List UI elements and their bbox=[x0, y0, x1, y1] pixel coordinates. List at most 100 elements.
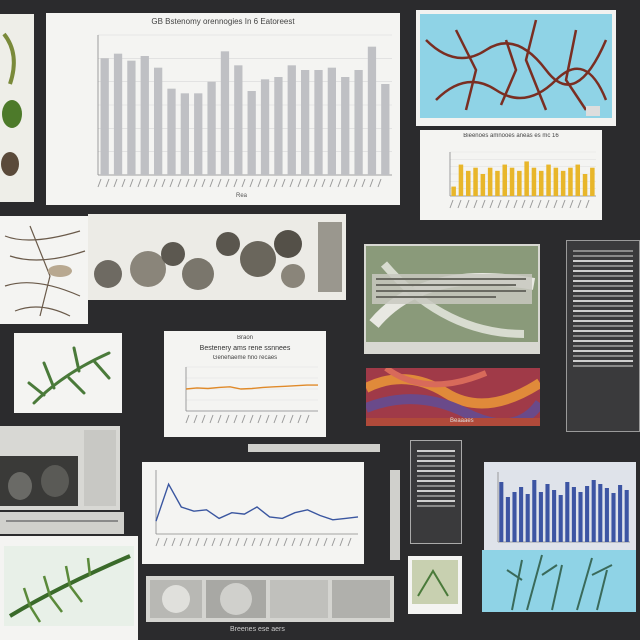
bar bbox=[314, 70, 323, 175]
bar bbox=[207, 81, 216, 175]
x-tick-mark bbox=[257, 178, 262, 188]
line-chart-bottom bbox=[155, 470, 359, 547]
mid-chart-title: Braon bbox=[236, 335, 253, 341]
x-tick-mark bbox=[201, 178, 206, 188]
plant-sprig-panel bbox=[14, 333, 122, 413]
bar bbox=[604, 488, 609, 542]
bar bbox=[220, 51, 230, 176]
bar bbox=[127, 60, 136, 175]
x-tick-mark bbox=[337, 178, 342, 188]
x-tick-mark bbox=[155, 537, 160, 547]
blue-bar-chart-panel bbox=[484, 462, 636, 550]
x-tick-mark bbox=[259, 537, 264, 547]
series-line bbox=[185, 384, 318, 390]
x-tick-mark bbox=[193, 414, 198, 424]
x-tick-mark bbox=[193, 178, 198, 188]
bar bbox=[287, 65, 296, 175]
x-tick-mark bbox=[291, 537, 296, 547]
bar bbox=[247, 91, 256, 175]
x-tick-mark bbox=[585, 199, 590, 209]
x-tick-mark bbox=[105, 178, 110, 188]
bar bbox=[194, 93, 203, 175]
fern-illustration-panel bbox=[0, 536, 138, 640]
bar bbox=[458, 164, 464, 196]
x-tick-mark bbox=[185, 178, 190, 188]
x-tick-mark bbox=[137, 178, 142, 188]
stone-engraving-panel bbox=[0, 426, 120, 510]
x-tick-mark bbox=[233, 414, 238, 424]
bar bbox=[618, 485, 623, 542]
series-line bbox=[155, 482, 359, 522]
abstract-color-panel: Beaaaes bbox=[366, 368, 540, 426]
x-tick-mark bbox=[331, 537, 336, 547]
tree-illustration-panel bbox=[416, 10, 616, 126]
x-tick-mark bbox=[481, 199, 486, 209]
x-tick-mark bbox=[201, 414, 206, 424]
bar bbox=[585, 486, 590, 542]
x-tick-mark bbox=[537, 199, 542, 209]
bar bbox=[598, 484, 603, 542]
x-tick-mark bbox=[353, 178, 358, 188]
bar-chart-panel-top: GB Bstenomy orennogies In 6 Eatoreest Re… bbox=[46, 13, 400, 205]
grayscale-photo-strip bbox=[146, 576, 394, 622]
bar-chart-top bbox=[97, 34, 392, 188]
leaf-sketch-icon bbox=[4, 225, 86, 317]
bar bbox=[341, 77, 350, 175]
bar bbox=[590, 167, 595, 196]
bar bbox=[167, 88, 176, 175]
leaf-photo-panel bbox=[364, 244, 540, 354]
grayscale-photo-icon bbox=[150, 580, 390, 618]
line-chart-panel-mid: Braon Bestenery ams rene ssnnees Genehae… bbox=[164, 331, 326, 437]
x-tick-mark bbox=[377, 178, 382, 188]
x-tick-mark bbox=[233, 178, 238, 188]
x-tick-mark bbox=[243, 537, 248, 547]
x-tick-mark bbox=[329, 178, 334, 188]
narrow-strip bbox=[390, 470, 400, 560]
leaf-photo-icon bbox=[366, 246, 538, 342]
bar bbox=[300, 70, 310, 175]
x-tick-mark bbox=[187, 537, 192, 547]
x-tick-mark bbox=[473, 199, 478, 209]
x-tick-mark bbox=[203, 537, 208, 547]
x-tick-mark bbox=[251, 537, 256, 547]
fern-illustration-icon bbox=[4, 546, 134, 626]
x-tick-mark bbox=[241, 414, 246, 424]
x-tick-mark bbox=[97, 178, 102, 188]
bar bbox=[274, 77, 283, 175]
bar bbox=[553, 167, 559, 196]
x-tick-mark bbox=[195, 537, 200, 547]
bar bbox=[499, 482, 504, 542]
bar bbox=[260, 79, 270, 175]
bar bbox=[113, 53, 123, 175]
x-tick-mark bbox=[169, 178, 174, 188]
x-tick-mark bbox=[323, 537, 328, 547]
botanical-print-top-left bbox=[0, 14, 34, 202]
x-tick-mark bbox=[273, 178, 278, 188]
bar bbox=[180, 93, 190, 175]
plant-silhouette-icon bbox=[506, 554, 613, 611]
bar bbox=[624, 490, 629, 542]
x-tick-mark bbox=[339, 537, 344, 547]
blue-plant-panel bbox=[482, 550, 636, 612]
line-chart-mid bbox=[185, 366, 318, 424]
bar bbox=[367, 46, 377, 175]
x-tick-mark bbox=[497, 199, 502, 209]
bar bbox=[502, 164, 508, 196]
bar bbox=[505, 497, 510, 542]
x-tick-mark bbox=[257, 414, 262, 424]
bar bbox=[538, 170, 544, 196]
sprig-illustration-icon bbox=[27, 346, 111, 405]
x-tick-mark bbox=[241, 178, 246, 188]
abstract-texture-icon bbox=[366, 368, 540, 426]
x-tick-mark bbox=[227, 537, 232, 547]
caption-bar-mid bbox=[248, 444, 380, 452]
bar bbox=[465, 170, 471, 196]
x-tick-mark bbox=[225, 178, 230, 188]
bar bbox=[538, 492, 543, 542]
x-tick-mark bbox=[217, 178, 222, 188]
bar bbox=[575, 164, 581, 196]
botanical-engraving-panel bbox=[88, 214, 346, 300]
x-tick-mark bbox=[265, 414, 270, 424]
chart-title: GB Bstenomy orennogies In 6 Eatoreest bbox=[151, 17, 295, 26]
sketch-panel-left bbox=[0, 216, 88, 324]
